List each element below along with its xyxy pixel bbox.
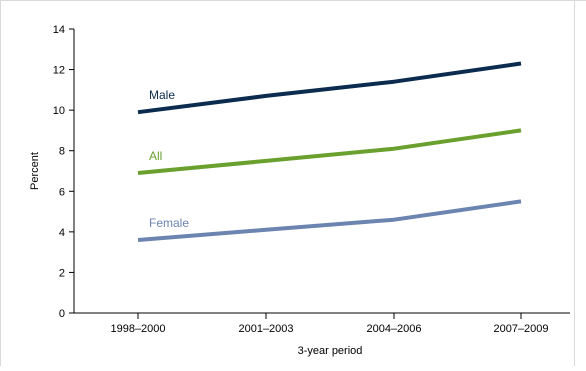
series-line-female [137, 199, 522, 242]
x-tick-label: 1998–2000 [110, 323, 165, 335]
series-line-male [137, 61, 522, 115]
series-label-female: Female [149, 216, 189, 230]
y-tick-label: 8 [59, 146, 65, 158]
y-tick-label: 10 [53, 105, 65, 117]
x-axis-title: 3-year period [298, 345, 363, 357]
y-axis-title: Percent [29, 152, 41, 190]
series-labels: Male All Female [149, 88, 189, 230]
x-tick-label: 2004–2006 [366, 323, 421, 335]
series-label-male: Male [149, 88, 175, 102]
y-axis-ticks: 0 2 4 6 8 10 12 14 [53, 24, 74, 320]
y-tick-label: 4 [59, 227, 65, 239]
series-lines [137, 61, 522, 242]
y-tick-label: 6 [59, 186, 65, 198]
x-tick-label: 2001–2003 [238, 323, 293, 335]
axes [73, 29, 570, 314]
y-tick-label: 2 [59, 267, 65, 279]
y-tick-label: 0 [59, 308, 65, 320]
y-tick-label: 12 [53, 65, 65, 77]
x-tick-label: 2007–2009 [493, 323, 548, 335]
series-line-all [137, 128, 522, 175]
x-axis-ticks: 1998–2000 2001–2003 2004–2006 2007–2009 [110, 313, 549, 335]
y-tick-label: 14 [53, 24, 65, 36]
series-label-all: All [149, 149, 162, 163]
